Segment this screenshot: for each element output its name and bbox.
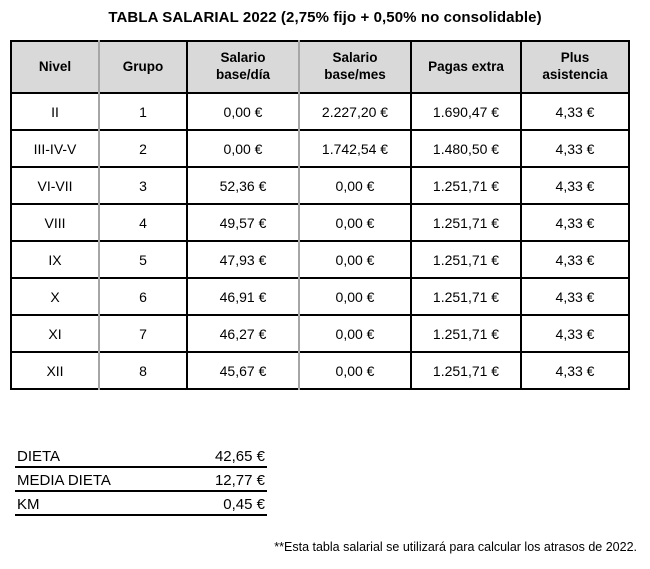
cell-plus-asistencia: 4,33 € xyxy=(520,129,629,167)
cell-grupo: 7 xyxy=(98,314,187,352)
cell-pagas-extra: 1.480,50 € xyxy=(410,129,521,167)
cell-plus-asistencia: 4,33 € xyxy=(520,277,629,315)
allowance-row-dieta: DIETA 42,65 € xyxy=(15,444,267,468)
cell-pagas-extra: 1.251,71 € xyxy=(410,203,521,241)
cell-salario-base-dia: 49,57 € xyxy=(186,203,299,241)
table-row: VIII 4 49,57 €0,00 €1.251,71 €4,33 € xyxy=(11,203,629,241)
header-row: Nivel Grupo Salario base/día Salario bas… xyxy=(11,41,629,93)
salary-table: Nivel Grupo Salario base/día Salario bas… xyxy=(10,40,630,390)
cell-plus-asistencia: 4,33 € xyxy=(520,240,629,278)
footnote: **Esta tabla salarial se utilizará para … xyxy=(274,540,637,554)
cell-pagas-extra: 1.251,71 € xyxy=(410,314,521,352)
cell-grupo: 2 xyxy=(98,129,187,167)
header-cell-nivel: Nivel xyxy=(11,41,99,93)
cell-grupo: 3 xyxy=(98,166,187,204)
cell-nivel: VIII xyxy=(11,203,99,241)
cell-grupo: 4 xyxy=(98,203,187,241)
allowance-label: KM xyxy=(17,496,40,513)
cell-salario-base-mes: 0,00 € xyxy=(298,203,411,241)
cell-salario-base-mes: 0,00 € xyxy=(298,166,411,204)
cell-pagas-extra: 1.251,71 € xyxy=(410,351,521,389)
cell-salario-base-dia: 0,00 € xyxy=(186,92,299,130)
cell-salario-base-dia: 46,27 € xyxy=(186,314,299,352)
header-cell-salario-base-mes: Salario base/mes xyxy=(298,41,411,93)
table-row: IX 5 47,93 €0,00 €1.251,71 €4,33 € xyxy=(11,240,629,278)
cell-salario-base-dia: 52,36 € xyxy=(186,166,299,204)
cell-salario-base-mes: 1.742,54 € xyxy=(298,129,411,167)
cell-plus-asistencia: 4,33 € xyxy=(520,314,629,352)
table-row: II 1 0,00 €2.227,20 €1.690,47 €4,33 € xyxy=(11,92,629,130)
cell-nivel: III-IV-V xyxy=(11,129,99,167)
table-row: XI 7 46,27 €0,00 €1.251,71 €4,33 € xyxy=(11,314,629,352)
header-cell-plus-asistencia: Plus asistencia xyxy=(520,41,629,93)
header-cell-pagas-extra: Pagas extra xyxy=(410,41,521,93)
cell-pagas-extra: 1.690,47 € xyxy=(410,92,521,130)
allowances-table: DIETA 42,65 € MEDIA DIETA 12,77 € KM 0,4… xyxy=(15,444,267,516)
cell-pagas-extra: 1.251,71 € xyxy=(410,277,521,315)
cell-salario-base-dia: 0,00 € xyxy=(186,129,299,167)
cell-salario-base-mes: 0,00 € xyxy=(298,351,411,389)
cell-nivel: II xyxy=(11,92,99,130)
cell-salario-base-mes: 0,00 € xyxy=(298,277,411,315)
cell-nivel: XII xyxy=(11,351,99,389)
cell-nivel: XI xyxy=(11,314,99,352)
cell-nivel: VI-VII xyxy=(11,166,99,204)
cell-plus-asistencia: 4,33 € xyxy=(520,203,629,241)
cell-pagas-extra: 1.251,71 € xyxy=(410,166,521,204)
allowance-label: DIETA xyxy=(17,448,61,465)
allowance-value: 0,45 € xyxy=(223,496,265,513)
cell-grupo: 6 xyxy=(98,277,187,315)
cell-plus-asistencia: 4,33 € xyxy=(520,92,629,130)
cell-salario-base-mes: 0,00 € xyxy=(298,314,411,352)
table-row: XII 8 45,67 €0,00 €1.251,71 €4,33 € xyxy=(11,351,629,389)
cell-salario-base-dia: 46,91 € xyxy=(186,277,299,315)
cell-salario-base-mes: 2.227,20 € xyxy=(298,92,411,130)
cell-grupo: 5 xyxy=(98,240,187,278)
cell-plus-asistencia: 4,33 € xyxy=(520,351,629,389)
cell-nivel: IX xyxy=(11,240,99,278)
cell-salario-base-mes: 0,00 € xyxy=(298,240,411,278)
page-title: TABLA SALARIAL 2022 (2,75% fijo + 0,50% … xyxy=(108,9,542,26)
table-row: X 6 46,91 €0,00 €1.251,71 €4,33 € xyxy=(11,277,629,315)
allowance-row-km: KM 0,45 € xyxy=(15,492,267,516)
header-cell-grupo: Grupo xyxy=(98,41,187,93)
allowance-label: MEDIA DIETA xyxy=(17,472,111,489)
allowance-value: 42,65 € xyxy=(214,448,265,465)
cell-salario-base-dia: 47,93 € xyxy=(186,240,299,278)
cell-pagas-extra: 1.251,71 € xyxy=(410,240,521,278)
allowance-row-media-dieta: MEDIA DIETA 12,77 € xyxy=(15,468,267,492)
header-cell-salario-base-dia: Salario base/día xyxy=(186,41,299,93)
cell-grupo: 8 xyxy=(98,351,187,389)
allowance-value: 12,77 € xyxy=(214,472,265,489)
cell-salario-base-dia: 45,67 € xyxy=(186,351,299,389)
cell-plus-asistencia: 4,33 € xyxy=(520,166,629,204)
cell-nivel: X xyxy=(11,277,99,315)
salary-table-body: II 1 0,00 €2.227,20 €1.690,47 €4,33 € III-I… xyxy=(11,92,629,389)
table-row: VI-VII 3 52,36 €0,00 €1.251,71 €4,33 € xyxy=(11,166,629,204)
table-row: III-IV-V 2 0,00 €1.742,54 €1.480,50 €4,33 … xyxy=(11,129,629,167)
cell-grupo: 1 xyxy=(98,92,187,130)
